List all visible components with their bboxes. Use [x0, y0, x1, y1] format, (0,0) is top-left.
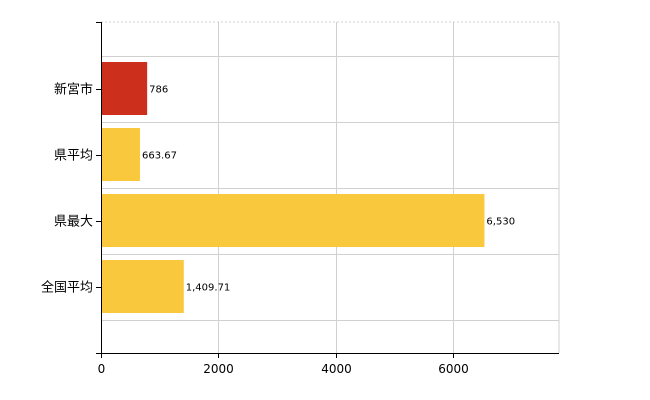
x-tick-label: 2000 — [203, 362, 234, 376]
data-label: 1,409.71 — [186, 283, 231, 294]
category-label: 新宮市 — [54, 82, 93, 98]
data-label: 6,530 — [486, 217, 515, 228]
x-tick-label: 4000 — [321, 362, 352, 376]
x-tick-label: 0 — [98, 362, 106, 376]
bar — [101, 128, 140, 181]
bar — [101, 62, 148, 115]
axes — [96, 22, 559, 358]
category-label: 県最大 — [54, 215, 93, 230]
labels: 786 新宮市 663.67 県平均 6,530 県最大 1,409.71 全国平均 0 2000… — [41, 82, 515, 377]
data-label: 786 — [149, 85, 168, 96]
bar — [101, 260, 184, 313]
grid — [101, 21, 560, 353]
bar — [101, 194, 485, 247]
bars — [101, 62, 485, 313]
category-label: 全国平均 — [41, 280, 93, 296]
x-tick-label: 6000 — [438, 362, 469, 376]
data-label: 663.67 — [142, 151, 177, 162]
category-label: 県平均 — [54, 149, 93, 164]
